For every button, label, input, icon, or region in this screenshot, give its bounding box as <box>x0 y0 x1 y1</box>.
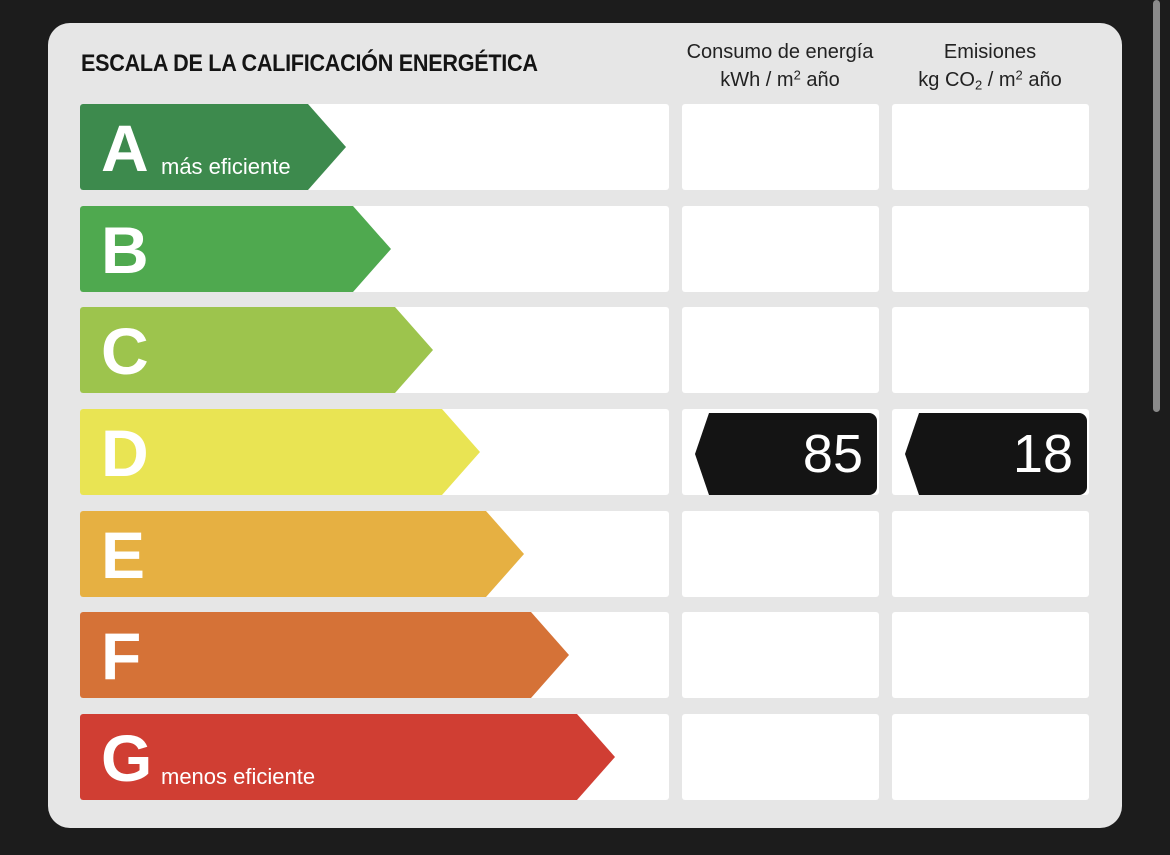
emissions-cell-a <box>892 104 1089 190</box>
energy-cell-b <box>682 206 879 292</box>
rating-letter-g: G <box>101 721 153 795</box>
emissions-value-tag: 18 <box>905 413 1087 495</box>
rating-arrow-a: A más eficiente <box>80 104 346 190</box>
emissions-cell-b <box>892 206 1089 292</box>
rating-letter-e: E <box>101 518 146 592</box>
scale-title: ESCALA DE LA CALIFICACIÓN ENERGÉTICA <box>81 50 538 77</box>
emissions-header-label: Emisiones <box>943 41 1037 63</box>
energy-cell-g <box>682 714 879 800</box>
rating-arrow-f: F <box>80 612 569 698</box>
rating-arrow-b: B <box>80 206 391 292</box>
energy-cell-e <box>682 511 879 597</box>
rating-letter-f: F <box>101 619 142 693</box>
emissions-cell-g <box>892 714 1089 800</box>
energy-value-tag: 85 <box>695 413 877 495</box>
emissions-column-header: Emisiones kg CO2 / m2 año <box>891 38 1089 94</box>
emissions-value: 18 <box>1012 424 1073 484</box>
energy-header-label: Consumo de energía <box>686 41 874 63</box>
rating-letter-c: C <box>101 314 149 388</box>
rating-arrow-c: C <box>80 307 433 393</box>
emissions-cell-f <box>892 612 1089 698</box>
energy-header-unit: kWh / m2 año <box>720 67 840 92</box>
emissions-cell-e <box>892 511 1089 597</box>
rating-label-g: menos eficiente <box>161 764 316 789</box>
energy-cell-a <box>682 104 879 190</box>
vertical-scrollbar[interactable] <box>1153 0 1160 412</box>
energy-value: 85 <box>802 424 863 484</box>
emissions-cell-c <box>892 307 1089 393</box>
rating-letter-a: A <box>101 111 149 185</box>
energy-column-header: Consumo de energía kWh / m2 año <box>681 38 879 94</box>
rating-letter-b: B <box>101 213 149 287</box>
energy-cell-f <box>682 612 879 698</box>
emissions-cell-d: 18 <box>892 409 1089 495</box>
rating-arrow-g: G menos eficiente <box>80 714 615 800</box>
energy-cell-c <box>682 307 879 393</box>
rating-label-a: más eficiente <box>161 154 291 179</box>
energy-cell-d: 85 <box>682 409 879 495</box>
rating-arrow-d: D <box>80 409 480 495</box>
emissions-header-unit: kg CO2 / m2 año <box>918 67 1062 93</box>
rating-letter-d: D <box>101 416 149 490</box>
rating-arrow-e: E <box>80 511 524 597</box>
